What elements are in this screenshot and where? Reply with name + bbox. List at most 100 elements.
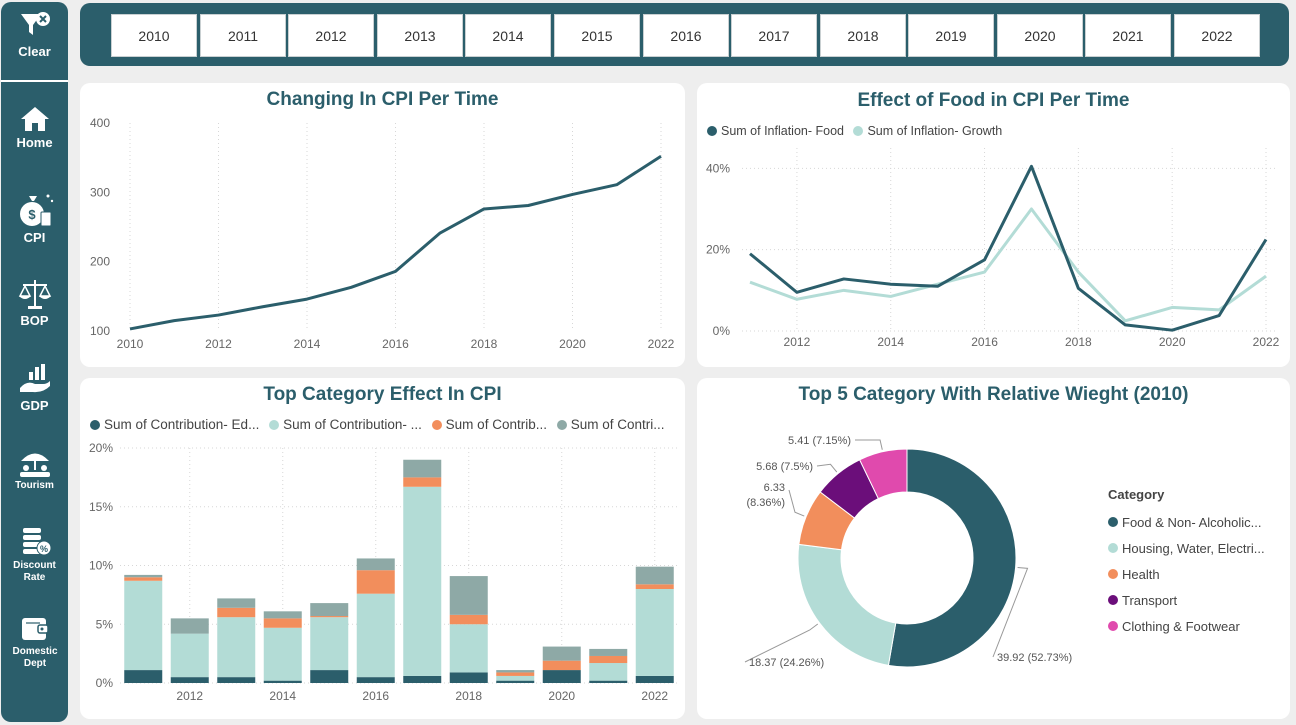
x-tick-label: 2010 <box>117 337 144 351</box>
year-button-2021[interactable]: 2021 <box>1085 14 1171 57</box>
bar-segment <box>217 598 256 608</box>
bar-segment <box>356 677 395 683</box>
bar-segment <box>124 577 163 581</box>
donut-legend-item-housing[interactable]: Housing, Water, Electri... <box>1108 536 1265 562</box>
sidebar: Clear Home $ CPI BOP <box>1 2 68 722</box>
bar-segment <box>356 570 395 594</box>
legend-label: Housing, Water, Electri... <box>1122 541 1265 556</box>
category-bar-chart: 0% 5% 10% 15% 20% 2012 2014 2016 2018 2020 2022 <box>89 441 678 703</box>
year-button-2012[interactable]: 2012 <box>288 14 374 57</box>
year-button-2014[interactable]: 2014 <box>465 14 551 57</box>
bar-segment <box>170 618 209 634</box>
bar-segment <box>124 670 163 683</box>
nav-bop-label: BOP <box>20 313 49 328</box>
nav-bop[interactable]: BOP <box>1 277 68 328</box>
nav-cpi[interactable]: $ CPI <box>1 192 68 245</box>
nav-gdp[interactable]: GDP <box>1 362 68 413</box>
nav-discount-rate-label: Discount Rate <box>13 560 56 583</box>
bar-segment <box>403 459 442 478</box>
growth-series-line <box>749 207 1267 323</box>
donut-data-label: 18.37 (24.26%) <box>749 657 824 669</box>
cpi-chart-panel: Changing In CPI Per Time 2010 2012 2014 201… <box>80 83 685 367</box>
legend-label: Sum of Inflation- Growth <box>867 124 1003 138</box>
coins-icon: % <box>22 528 51 556</box>
clear-filters-button[interactable]: Clear <box>1 10 68 59</box>
donut-legend-item-transport[interactable]: Transport <box>1108 588 1265 614</box>
donut-leader-line <box>854 439 883 450</box>
food-chart-legend: Sum of Inflation- Food Sum of Inflation-… <box>707 124 1008 138</box>
bar-segment <box>542 670 581 683</box>
bar-segment <box>589 648 628 656</box>
category-chart-legend: Sum of Contribution- Ed... Sum of Contri… <box>90 417 671 432</box>
year-button-2010[interactable]: 2010 <box>111 14 197 57</box>
year-button-2022[interactable]: 2022 <box>1174 14 1260 57</box>
bar-segment <box>217 607 256 618</box>
x-tick-label: 2012 <box>176 689 203 703</box>
donut-data-label: 6.33 <box>764 482 785 494</box>
legend-dot <box>90 420 100 430</box>
nav-discount-rate[interactable]: % Discount Rate <box>1 526 68 584</box>
nav-domestic-dept[interactable]: Domestic Dept <box>1 614 68 670</box>
donut-leader-line <box>744 623 819 663</box>
bar-segment <box>170 633 209 678</box>
y-tick-label: 40% <box>706 161 730 175</box>
donut-leader-line <box>816 463 838 473</box>
bar-segment <box>356 593 395 678</box>
nav-tourism[interactable]: Tourism <box>1 448 68 492</box>
donut-slice <box>797 543 897 666</box>
x-tick-label: 2016 <box>971 335 998 349</box>
nav-home[interactable]: Home <box>1 105 68 150</box>
legend-dot <box>556 420 567 430</box>
legend-label: Clothing & Footwear <box>1122 619 1240 634</box>
x-tick-label: 2020 <box>548 689 575 703</box>
nav-home-label: Home <box>16 135 53 150</box>
y-tick-label: 100 <box>90 324 110 338</box>
svg-text:%: % <box>39 544 47 554</box>
bar-segment <box>589 663 628 681</box>
legend-item-series-2[interactable]: Sum of Contribution- ... <box>269 417 422 432</box>
donut-legend-item-food[interactable]: Food & Non- Alcoholic... <box>1108 510 1265 536</box>
svg-text:$: $ <box>28 207 36 222</box>
x-tick-label: 2020 <box>1159 335 1186 349</box>
tourism-icon <box>19 453 50 477</box>
wallet-icon <box>21 618 49 640</box>
legend-dot <box>1108 517 1118 527</box>
bar-segment <box>356 558 395 571</box>
legend-item-series-4[interactable]: Sum of Contri... <box>556 417 665 432</box>
legend-label: Sum of Contribution- ... <box>283 417 422 432</box>
nav-tourism-label: Tourism <box>15 480 54 491</box>
bar-segment <box>403 486 442 676</box>
donut-data-label: 5.68 (7.5%) <box>756 461 813 473</box>
year-button-2018[interactable]: 2018 <box>820 14 906 57</box>
year-button-2017[interactable]: 2017 <box>731 14 817 57</box>
bar-segment <box>496 680 535 683</box>
legend-dot <box>1108 621 1118 631</box>
year-button-2020[interactable]: 2020 <box>997 14 1083 57</box>
nav-cpi-label: CPI <box>23 230 46 245</box>
legend-label: Health <box>1122 567 1160 582</box>
x-tick-label: 2018 <box>1065 335 1092 349</box>
legend-label: Sum of Contrib... <box>445 417 547 432</box>
legend-item-food[interactable]: Sum of Inflation- Food <box>707 124 844 138</box>
year-button-2019[interactable]: 2019 <box>908 14 994 57</box>
donut-legend: Food & Non- Alcoholic... Housing, Water,… <box>1108 510 1265 640</box>
y-tick-label: 5% <box>96 617 114 631</box>
legend-item-growth[interactable]: Sum of Inflation- Growth <box>853 124 1002 138</box>
donut-leader-line <box>992 567 1029 658</box>
cpi-series-line <box>129 155 662 331</box>
legend-item-series-3[interactable]: Sum of Contrib... <box>431 417 547 432</box>
year-button-2015[interactable]: 2015 <box>554 14 640 57</box>
year-button-2011[interactable]: 2011 <box>200 14 286 57</box>
bar-segment <box>310 603 349 617</box>
year-button-2013[interactable]: 2013 <box>377 14 463 57</box>
bar-segment <box>589 655 628 664</box>
legend-item-series-1[interactable]: Sum of Contribution- Ed... <box>90 417 259 432</box>
donut-leader-line <box>788 489 805 517</box>
donut-legend-item-health[interactable]: Health <box>1108 562 1265 588</box>
bar-segment <box>263 611 302 619</box>
bar-segment <box>496 675 535 681</box>
donut-legend-item-clothing[interactable]: Clothing & Footwear <box>1108 614 1265 640</box>
legend-label: Sum of Contri... <box>570 417 665 432</box>
year-button-2016[interactable]: 2016 <box>643 14 729 57</box>
bar-segment <box>310 616 349 618</box>
